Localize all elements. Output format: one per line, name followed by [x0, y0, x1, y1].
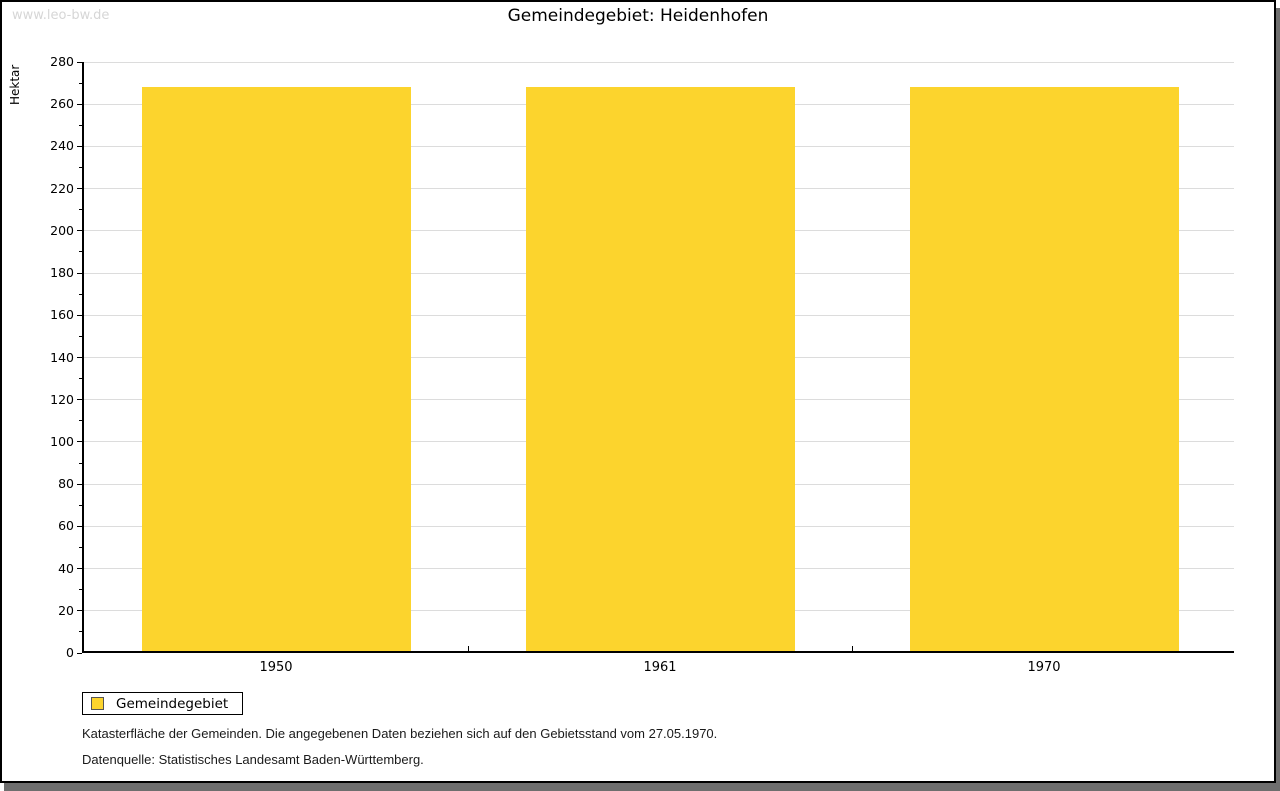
y-axis-minor-tick — [79, 504, 82, 506]
y-axis-minor-tick — [79, 82, 82, 84]
y-axis-minor-tick — [79, 293, 82, 295]
x-axis-tick-label: 1961 — [643, 660, 677, 675]
y-axis-tick — [77, 483, 82, 485]
y-axis-tick-label: 200 — [50, 222, 74, 238]
y-axis-tick — [77, 188, 82, 190]
y-axis-minor-tick — [79, 420, 82, 422]
x-axis-boundary-tick — [468, 646, 469, 651]
legend-label: Gemeindegebiet — [116, 695, 229, 712]
y-axis-tick — [77, 441, 82, 443]
plot-area: 0 20 40 60 80 100 120 140 160 180 200 220 240 260 280 1… — [50, 54, 1234, 675]
y-axis-minor-tick — [79, 251, 82, 253]
x-axis-tick-label: 1970 — [1027, 660, 1061, 675]
y-axis-tick — [77, 357, 82, 358]
footnote-description: Katasterfläche der Gemeinden. Die angege… — [82, 726, 718, 741]
y-axis-tick-label: 0 — [66, 645, 74, 660]
x-axis-boundary-tick — [852, 646, 853, 651]
legend-swatch-icon — [91, 697, 104, 710]
y-axis-tick-label: 160 — [50, 307, 74, 323]
y-axis-tick-label: 260 — [50, 96, 74, 112]
y-axis-tick-label: 40 — [58, 560, 74, 576]
y-axis-tick — [77, 568, 82, 570]
y-axis-tick-label: 120 — [50, 391, 74, 407]
y-axis-tick-label: 180 — [50, 265, 74, 281]
y-axis-minor-tick — [79, 462, 82, 464]
y-axis-tick — [77, 314, 82, 316]
y-axis-minor-tick — [79, 631, 82, 633]
x-axis-tick-label: 1950 — [259, 660, 293, 675]
y-axis-tick — [77, 230, 82, 232]
y-axis-tick — [77, 610, 82, 612]
y-axis-tick-label: 280 — [50, 54, 74, 69]
y-axis-minor-tick — [79, 335, 82, 337]
y-axis-tick — [77, 145, 82, 147]
y-axis-tick — [77, 272, 82, 274]
y-axis-minor-tick — [79, 589, 82, 591]
y-axis-tick-label: 140 — [50, 349, 74, 365]
y-axis-minor-tick — [79, 546, 82, 548]
y-axis-minor-tick — [79, 378, 82, 380]
y-axis-tick — [77, 399, 82, 401]
watermark: www.leo-bw.de — [12, 8, 110, 23]
bar-1970 — [910, 87, 1179, 651]
y-axis-title: Hektar — [8, 64, 22, 105]
y-axis-minor-tick — [79, 124, 82, 126]
y-axis-tick — [77, 525, 82, 527]
y-axis-tick-label: 240 — [50, 138, 74, 154]
y-axis-tick-label: 20 — [58, 602, 74, 618]
gridline — [84, 61, 1234, 63]
y-axis-tick — [77, 103, 82, 105]
y-axis-tick — [77, 61, 82, 63]
y-axis-minor-tick — [79, 209, 82, 211]
y-axis-tick — [77, 652, 82, 654]
y-axis-tick-label: 80 — [58, 476, 74, 492]
bar-1961 — [526, 87, 795, 651]
bar-1950 — [142, 87, 411, 651]
y-axis-tick-label: 60 — [58, 518, 74, 534]
y-axis-minor-tick — [79, 167, 82, 169]
footnote-source: Datenquelle: Statistisches Landesamt Bad… — [82, 752, 424, 767]
y-axis-tick-label: 220 — [50, 180, 74, 196]
y-axis-tick-label: 100 — [50, 433, 74, 449]
legend: Gemeindegebiet — [82, 692, 244, 715]
chart-title: Gemeindegebiet: Heidenhofen — [507, 6, 769, 26]
